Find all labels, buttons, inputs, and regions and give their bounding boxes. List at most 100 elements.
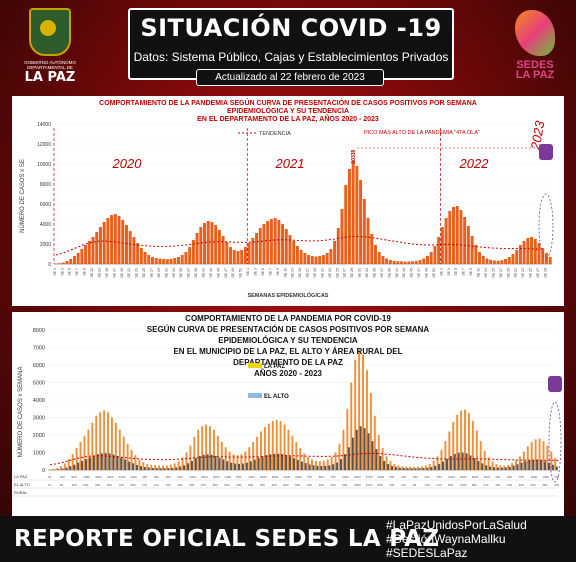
chart1-bar [459, 210, 463, 264]
chart1-bar [169, 258, 173, 264]
chart1-bar [347, 169, 351, 264]
chart1-bar [158, 258, 162, 264]
chart2-bar-lapaz [189, 445, 192, 470]
chart2-bar-lapaz [511, 463, 514, 470]
chart1-bar [544, 253, 548, 264]
chart1-bar [277, 220, 281, 264]
chart1-bar [310, 256, 314, 264]
chart1-bar [139, 248, 143, 264]
chart2-bar-elalto [163, 468, 166, 470]
chart1-bar [370, 234, 374, 264]
chart2-bar-elalto [218, 457, 221, 470]
chart1-bar [110, 215, 114, 264]
chart2-bar-lapaz [471, 421, 474, 470]
chart2-bar-elalto [112, 454, 115, 470]
chart2-table-row-label: RURAL [14, 490, 28, 495]
chart2-table-cell-lapaz: 2500 [201, 475, 208, 479]
chart2-ytick: 1000 [33, 451, 45, 457]
chart2-bar-elalto [183, 465, 186, 470]
chart1-bar [333, 241, 337, 264]
chart2-bar-lapaz [287, 429, 290, 470]
chart2-bar-elalto [536, 459, 539, 470]
chart1-xtick: SE 1 [53, 268, 57, 276]
chart1-bar [381, 256, 385, 264]
chart2-table-cell-elalto: 420 [519, 483, 524, 487]
chart2-bar-lapaz [263, 427, 266, 470]
chart2-bar-elalto [136, 464, 139, 470]
chart2-table-cell-elalto: 80 [60, 483, 64, 487]
chart2-bar-elalto [320, 465, 323, 470]
chart1-xtick: SE 21 [320, 268, 324, 278]
chart2-bar-lapaz [134, 455, 137, 470]
chart1-ytick: 0 [48, 262, 51, 268]
chart2-bar-elalto [116, 456, 119, 470]
chart1-xtick: SE 39 [387, 268, 391, 278]
chart2-table-cell-elalto: 500 [248, 483, 253, 487]
chart2-bar-lapaz [350, 382, 353, 470]
chart2-table-cell-elalto: 270 [483, 483, 488, 487]
chart2-bar-lapaz [420, 466, 423, 470]
chart1-xtick: SE 45 [410, 268, 414, 278]
chart2-table-cell-elalto: 320 [307, 483, 312, 487]
chart2-table-cell-elalto: 10 [48, 483, 52, 487]
chart1-xtick: SE 21 [127, 268, 131, 278]
chart2-bar-elalto [481, 463, 484, 470]
chart2-bar-elalto [190, 460, 193, 470]
chart2-table-cell-elalto: 300 [72, 483, 77, 487]
chart2-table-cell-elalto: 1000 [460, 483, 467, 487]
chart2-bar-elalto [308, 464, 311, 470]
chart1-annotation: PICO MAS ALTO DE LA PANDEMIA "4TA OLA" [364, 130, 480, 136]
chart2-table-cell-elalto: 170 [142, 483, 147, 487]
chart1-xtick: SE 3 [447, 268, 451, 276]
chart2-bar-lapaz [440, 449, 443, 470]
chart2-bar-lapaz [154, 465, 157, 470]
chart2-table-cell-elalto: 700 [119, 483, 124, 487]
chart2-table-row-label: EL ALTO [14, 482, 30, 487]
chart2-bar-lapaz [538, 438, 541, 470]
chart2-ytick: 2000 [33, 433, 45, 439]
chart1-bar [203, 223, 207, 264]
chart1-xtick: SE 27 [536, 268, 540, 278]
chart1-bar [366, 218, 370, 264]
chart2-table-cell-elalto: 230 [389, 483, 394, 487]
chart2-bar-elalto [210, 454, 213, 470]
chart1-xtick: SE 11 [90, 268, 94, 278]
chart2-bar-lapaz [358, 349, 361, 470]
chart2-table-cell-elalto: 950 [107, 483, 112, 487]
chart2-bar-elalto [442, 461, 445, 470]
chart2-bar-elalto [355, 429, 358, 470]
chart1-bar [266, 221, 270, 264]
chart1-xtick: SE 9 [83, 268, 87, 276]
chart2-bar-lapaz [224, 447, 227, 470]
chart1-bar [136, 243, 140, 264]
chart2-bar-lapaz [554, 457, 557, 470]
chart1-ylabel: NÚMERO DE CASOS x SE [19, 159, 26, 233]
chart1-bar [452, 207, 456, 264]
chart1-ytick: 12000 [37, 142, 51, 148]
chart2-bar-lapaz [389, 461, 392, 470]
chart2-bar-elalto [143, 467, 146, 470]
chart2-ytick: 6000 [33, 363, 45, 369]
chart2-bar-elalto [551, 464, 554, 470]
chart1-xtick: SE 29 [543, 268, 547, 278]
chart2-bar-lapaz [362, 354, 365, 470]
chart2-bar-elalto [226, 461, 229, 470]
chart2-bar-elalto [234, 463, 237, 470]
chart2-table-cell-lapaz: 750 [307, 475, 312, 479]
chart2-table-cell-lapaz: 780 [436, 475, 441, 479]
chart1-bar [325, 253, 329, 264]
chart2-bar-lapaz [267, 423, 270, 470]
chart1-bar [128, 231, 132, 264]
chart1-bar [500, 260, 504, 264]
chart1-xtick: SE 31 [164, 268, 168, 278]
chart2-bar-lapaz [279, 421, 282, 470]
chart2-bar-lapaz [542, 441, 545, 470]
chart2-ytick: 8000 [33, 328, 45, 334]
chart1-bar [58, 263, 62, 264]
chart2-bar-lapaz [67, 459, 70, 470]
chart2-bar-elalto [155, 468, 158, 470]
gobernacion-logo: GOBIERNO AUTÓNOMO DEPARTAMENTAL DE LA PA… [22, 8, 78, 96]
chart1-xtick: SE 37 [187, 268, 191, 278]
chart2-bar-lapaz [334, 452, 337, 470]
page-title: SITUACIÓN COVID -19 [140, 14, 442, 42]
